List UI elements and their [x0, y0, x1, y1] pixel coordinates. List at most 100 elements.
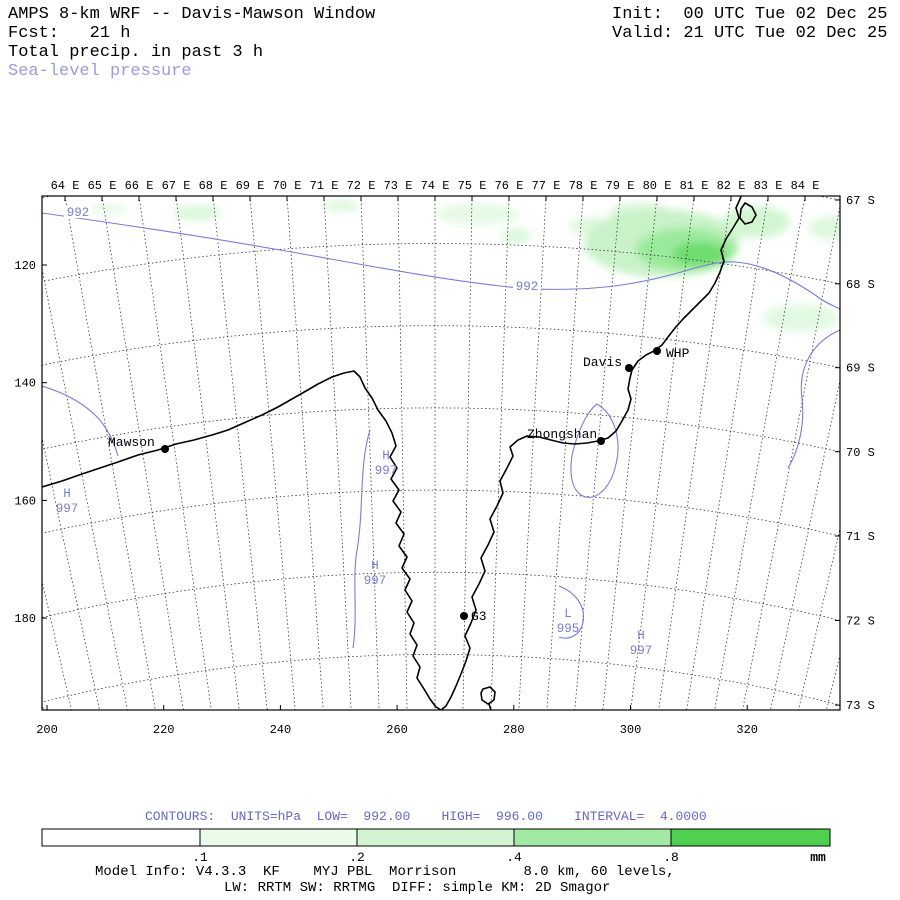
top-axis-label: 75 E: [458, 179, 487, 193]
top-axis-label: 70 E: [273, 179, 302, 193]
parallel-line: [42, 408, 840, 453]
coastline: [42, 196, 742, 710]
right-axis-label: 70 S: [846, 446, 875, 460]
station-label: Zhongshan: [527, 427, 597, 442]
parallel-line: [42, 572, 840, 622]
top-axis-label: 71 E: [310, 179, 339, 193]
pressure-contour: [352, 429, 371, 649]
precip-patch: [763, 304, 839, 332]
shaded-field-label: Total precip. in past 3 h: [8, 43, 264, 62]
right-axis-label: 67 S: [846, 194, 875, 208]
meridian-line: [360, 196, 380, 710]
colorbar-segment: [357, 829, 514, 846]
bottom-axis-label: 300: [620, 723, 642, 737]
precip-patch: [435, 203, 519, 225]
pressure-label: 997: [364, 574, 387, 588]
pressure-label: H: [382, 449, 390, 463]
pressure-label: L: [564, 607, 572, 621]
bottom-axis-label: 220: [153, 723, 175, 737]
meridian-line: [630, 196, 695, 710]
bottom-axis-label: 320: [736, 723, 758, 737]
precip-patch: [88, 203, 128, 215]
precip-patch: [722, 206, 790, 238]
meridian-line: [462, 196, 473, 710]
right-axis-label: 73 S: [846, 699, 875, 713]
station-dot: [161, 445, 169, 453]
top-axis-label: 69 E: [236, 179, 265, 193]
coastline: [739, 202, 757, 225]
pressure-contour: [42, 212, 840, 310]
meridian-line: [435, 196, 900, 900]
pressure-label: H: [371, 559, 379, 573]
contour-field-label: Sea-level pressure: [8, 62, 192, 81]
left-axis-label: 180: [14, 612, 36, 626]
top-axis-label: 74 E: [421, 179, 450, 193]
left-axis-label: 120: [14, 259, 36, 273]
colorbar-segment: [42, 829, 200, 846]
colorbar-border: [41, 828, 831, 847]
top-axis-label: 78 E: [569, 179, 598, 193]
pressure-label: 997: [56, 502, 79, 516]
meridian-line: [138, 196, 212, 710]
top-axis-label: 73 E: [384, 179, 413, 193]
top-axis-label: 79 E: [606, 179, 635, 193]
coastline: [480, 686, 496, 710]
model-info-line1: Model Info: V4.3.3 KF MYJ PBL Morrison 8…: [95, 864, 675, 880]
colorbar-tick-label: .2: [349, 850, 365, 865]
pressure-contour: [42, 385, 119, 457]
top-axis-label: 80 E: [643, 179, 672, 193]
colorbar-tick-label: .4: [506, 850, 522, 865]
bottom-axis-label: 240: [270, 723, 292, 737]
precip-shading: [88, 200, 840, 332]
top-axis-label: 67 E: [162, 179, 191, 193]
forecast-hour-label: Fcst: 21 h: [8, 24, 131, 43]
station-label: G3: [471, 609, 487, 624]
left-axis-label: 140: [14, 377, 36, 391]
station-dot: [625, 364, 633, 372]
precip-patch: [501, 228, 531, 244]
pressure-label-bg: [513, 279, 541, 292]
pressure-contours: [42, 212, 840, 649]
right-axis-label: 68 S: [846, 278, 875, 292]
colorbar: .1 .2 .4 .8 mm: [41, 828, 831, 865]
pressure-label: 992: [67, 206, 90, 220]
map-frame: [41, 195, 841, 711]
bottom-axis-label: 200: [36, 723, 58, 737]
station-label: Mawson: [108, 435, 155, 450]
top-axis-label: 66 E: [125, 179, 154, 193]
pressure-contour: [570, 403, 619, 498]
pressure-label: H: [63, 487, 71, 501]
meridian-line: [518, 196, 547, 710]
meridian-line: [574, 196, 621, 710]
valid-time-label: Valid: 21 UTC Tue 02 Dec 25: [612, 24, 888, 43]
meridian-line: [714, 196, 806, 710]
model-info-line2: LW: RRTM SW: RRTMG DIFF: simple KM: 2D S…: [224, 880, 611, 896]
top-axis-label: 76 E: [495, 179, 524, 193]
bottom-axis-label: 260: [386, 723, 408, 737]
top-axis-label: 77 E: [532, 179, 561, 193]
meridian-line: [658, 196, 732, 710]
station-dot: [653, 347, 661, 355]
meridian-line: [742, 204, 840, 710]
right-axis-label: 72 S: [846, 614, 875, 628]
top-axis-label: 84 E: [791, 179, 820, 193]
meridian-line: [101, 196, 184, 710]
precip-patch: [173, 205, 221, 221]
top-axis-label: 82 E: [717, 179, 746, 193]
axis-labels: 64 E 65 E 66 E 67 E 68 E 69 E 70 E 71 E 72 E 73 E…: [14, 179, 874, 737]
colorbar-segment: [514, 829, 671, 846]
bottom-axis-label: 280: [503, 723, 525, 737]
precip-patch: [672, 242, 726, 266]
meridian-line: [798, 526, 840, 710]
precip-blur-group: [88, 200, 840, 332]
axis-ticks: [42, 196, 840, 710]
pressure-label: 997: [375, 464, 398, 478]
meridian-line: [175, 196, 240, 710]
top-axis-label: 83 E: [754, 179, 783, 193]
top-axis-label: 81 E: [680, 179, 709, 193]
pressure-label: 992: [516, 280, 539, 294]
meridian-line: [490, 196, 510, 710]
meridian-line: [770, 378, 840, 710]
meridian-line: [212, 196, 268, 710]
